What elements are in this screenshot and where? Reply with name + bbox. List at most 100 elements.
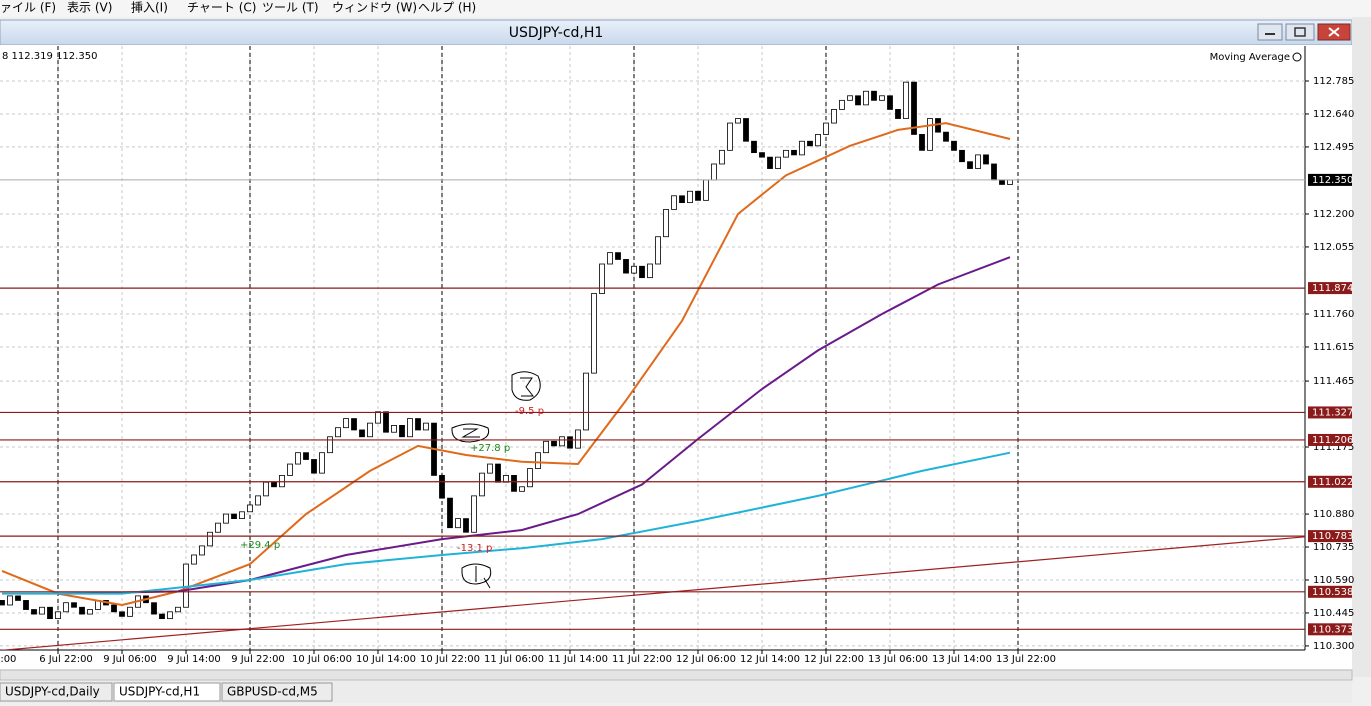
scrollbar[interactable] (0, 669, 1353, 681)
menu-item[interactable]: 表示 (V) (67, 1, 112, 15)
y-tick-label: 110.590 (1313, 575, 1354, 586)
candle-body (767, 156, 773, 169)
level-label: 111.327 (1312, 407, 1353, 418)
y-tick-label: 110.735 (1313, 542, 1354, 553)
candle-body (399, 425, 405, 438)
candle-body (239, 511, 245, 520)
candle-body (903, 81, 909, 119)
candle-body (719, 149, 725, 165)
candle-body (63, 602, 69, 613)
tab[interactable] (0, 682, 113, 702)
candle-body (999, 179, 1005, 185)
candle-body (791, 149, 797, 156)
level-label-box (1308, 475, 1352, 488)
candle-body (871, 90, 877, 101)
candle-body (295, 452, 301, 465)
y-tick-label: 111.175 (1313, 442, 1354, 453)
tab-label[interactable]: GBPUSD-cd,M5 (227, 685, 318, 699)
candle-body (623, 259, 629, 274)
x-tick-label: 10 Jul 22:00 (420, 654, 480, 665)
candle-body (111, 604, 117, 613)
menu-item[interactable]: ツール (T) (262, 1, 319, 15)
candle-body (79, 606, 85, 615)
candle-body (287, 463, 293, 476)
candle-body (991, 163, 997, 181)
candle-body (359, 429, 365, 438)
candle-body (639, 265, 645, 279)
menu-item[interactable]: チャート (C) (187, 1, 256, 15)
candle-body (55, 611, 61, 620)
candle-body (599, 263, 605, 294)
indicator-icon (1292, 52, 1302, 62)
candle-body (655, 236, 661, 265)
menu-item[interactable]: 挿入(I) (131, 1, 168, 15)
candle-body (343, 418, 349, 429)
level-label: 111.874 (1312, 283, 1353, 294)
candle-body (23, 600, 29, 610)
candle-body (223, 513, 229, 524)
candle-body (807, 140, 813, 147)
trendline (0, 536, 1305, 650)
candle-body (199, 545, 205, 556)
candle-body (975, 154, 981, 169)
candle-body (495, 463, 501, 483)
candle-body (583, 372, 589, 431)
candle-body (983, 154, 989, 165)
current-price-box (1308, 173, 1352, 186)
tab-label[interactable]: USDJPY-cd,H1 (119, 685, 200, 699)
candle-body (735, 118, 741, 124)
candle-body (839, 99, 845, 110)
candle-body (879, 95, 885, 101)
y-tick-label: 110.300 (1313, 641, 1354, 652)
menu-item[interactable]: ァイル (F) (0, 1, 56, 15)
level-label: 111.206 (1312, 435, 1353, 446)
candle-body (631, 265, 637, 274)
candle-body (679, 195, 685, 204)
tabs: USDJPY-cd,Daily USDJPY-cd,H1 GBPUSD-cd,M5 (0, 682, 333, 702)
window-title: USDJPY-cd,H1 (509, 25, 604, 41)
x-tick-label: 13 Jul 06:00 (868, 654, 928, 665)
x-tick-label: 10 Jul 06:00 (292, 654, 352, 665)
candle-body (727, 122, 733, 151)
x-tick-label: 13 Jul 14:00 (932, 654, 992, 665)
candle-body (775, 156, 781, 169)
candle-body (415, 418, 421, 431)
x-tick-label: 9 Jul 22:00 (231, 654, 285, 665)
info-text: 8 112.319 112.350 (2, 51, 97, 62)
tab[interactable] (113, 682, 221, 702)
candle-body (231, 513, 237, 520)
candle-body (487, 463, 493, 474)
candle-body (823, 122, 829, 135)
candle-body (687, 190, 693, 204)
level-label-box (1308, 406, 1352, 419)
candle-body (559, 436, 565, 447)
tab[interactable] (221, 682, 333, 702)
x-tick-label: 14:00 (0, 654, 16, 665)
candle-body (615, 252, 621, 260)
candle-body (471, 495, 477, 533)
y-tick-label: 111.615 (1313, 342, 1354, 353)
candle-body (519, 486, 525, 492)
candle-body (447, 497, 453, 529)
candle-body (15, 595, 21, 601)
candle-body (863, 90, 869, 106)
menu-item[interactable]: ウィンドウ (W) (332, 1, 417, 15)
candle-body (799, 140, 805, 156)
x-tick-label: 11 Jul 22:00 (612, 654, 672, 665)
x-tick-label: 13 Jul 22:00 (996, 654, 1056, 665)
moving-average (57, 256, 1011, 595)
candle-body (1007, 179, 1013, 185)
menu-item[interactable]: ヘルプ (H) (418, 1, 476, 15)
candle-body (751, 140, 757, 154)
x-tick-label: 12 Jul 14:00 (740, 654, 800, 665)
annotation: +27.8 p (470, 443, 510, 454)
candle-body (271, 481, 277, 488)
maximize-button[interactable] (1285, 23, 1315, 41)
candle-body (215, 522, 221, 533)
candle-body (87, 609, 93, 615)
tab-label[interactable]: USDJPY-cd,Daily (5, 685, 100, 699)
candle-body (263, 481, 269, 497)
minimize-button[interactable] (1257, 23, 1283, 41)
